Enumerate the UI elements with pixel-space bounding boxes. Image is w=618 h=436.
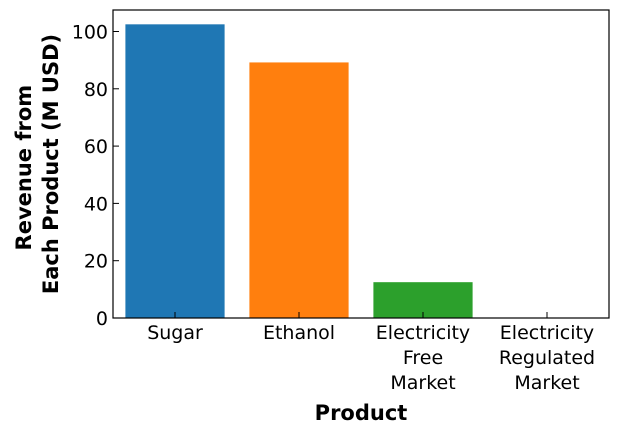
y-axis-title-line-1: Revenue from [12,85,36,251]
x-tick-label-line: Electricity [376,322,470,344]
y-axis-title: Revenue from Each Product (M USD) [12,34,63,294]
y-tick-label-3: 60 [84,136,108,158]
x-tick-label-line: Electricity [500,322,594,344]
y-axis: 0 20 40 60 80 100 [72,21,119,330]
y-axis-title-line-2: Each Product (M USD) [39,34,63,294]
x-tick-label-line: Market [514,372,579,394]
bars-layer [125,24,473,319]
bar-0 [125,24,225,318]
x-axis-title: Product [315,401,408,425]
x-tick-label-line: Sugar [147,322,203,344]
y-tick-label-4: 80 [84,79,108,101]
x-tick-label-1: Ethanol [263,322,335,344]
x-tick-label-0: Sugar [147,322,203,344]
x-axis: Sugar Ethanol Electricity Free MarketElectri… [147,312,595,394]
x-tick-label-line: Ethanol [263,322,335,344]
y-tick-label-2: 40 [84,193,108,215]
plot-frame [112,9,610,319]
y-tick-label-0: 0 [96,308,108,330]
x-tick-label-line: Market [390,372,455,394]
x-tick-label-2: Electricity Free Market [376,322,470,394]
y-tick-label-1: 20 [84,251,108,273]
bar-1 [249,62,349,319]
x-tick-label-line: Regulated [499,347,595,369]
x-tick-label-3: Electricity Regulated Market [499,322,595,394]
x-tick-label-line: Free [403,347,443,369]
y-tick-label-5: 100 [72,21,108,43]
